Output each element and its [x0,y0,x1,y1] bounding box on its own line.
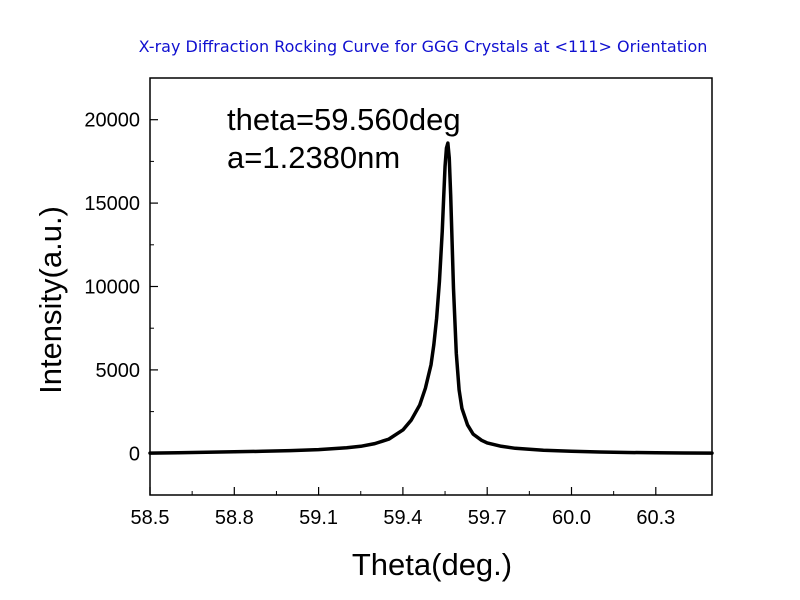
x-tick-label: 59.1 [299,507,338,529]
series-group [148,141,714,455]
y-tick-label: 15000 [84,193,140,215]
y-tick-label: 20000 [84,110,140,132]
annotation-lattice-constant: a=1.2380nm [227,140,400,175]
y-axis-label: Intensity(a.u.) [33,206,68,394]
y-tick-label: 5000 [96,360,141,382]
x-tick-label: 58.8 [215,507,254,529]
x-tick-label: 59.4 [383,507,422,529]
chart-title: X-ray Diffraction Rocking Curve for GGG … [139,37,708,56]
x-axis-ticks: 58.5 58.8 59.1 59.4 59.7 60.0 60.3 [131,487,675,529]
y-axis-ticks: 0 5000 10000 15000 20000 [84,77,158,496]
annotation-theta: theta=59.560deg [227,102,461,137]
x-tick-label: 60.0 [552,507,591,529]
x-tick-label: 58.5 [131,507,170,529]
y-tick-label: 0 [129,443,140,465]
series-line-0 [148,141,714,455]
x-axis-label: Theta(deg.) [352,547,512,582]
y-tick-label: 10000 [84,277,140,299]
x-tick-label: 60.3 [636,507,675,529]
x-tick-label: 59.7 [468,507,507,529]
